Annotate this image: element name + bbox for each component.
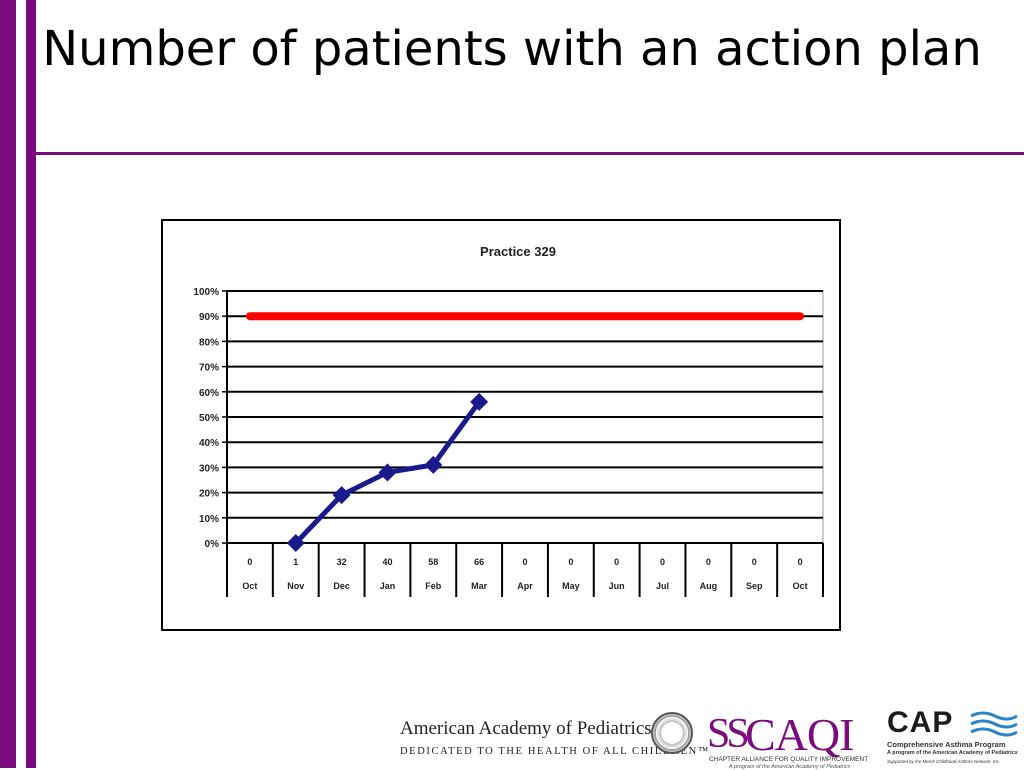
category-count: 32 xyxy=(337,557,347,567)
caqi-logo: SS CAQI CHAPTER ALLIANCE FOR QUALITY IMP… xyxy=(707,706,887,770)
x-axis-categories: 0 Oct 1 Nov 32 Dec 40 Jan 58 Feb 66 Mar 0 Apr 0 May 0 Jun… xyxy=(226,543,824,597)
y-tick-label: 90% xyxy=(199,312,219,323)
data-point xyxy=(424,455,443,474)
y-tick-label: 0% xyxy=(205,539,220,550)
aap-tagline: DEDICATED TO THE HEALTH OF ALL CHILDREN™ xyxy=(400,746,710,757)
y-tick-label: 10% xyxy=(199,514,219,525)
chart-gridlines xyxy=(226,290,824,544)
y-tick-label: 80% xyxy=(199,337,219,348)
category-label: Oct xyxy=(793,581,808,591)
category-count: 0 xyxy=(614,557,619,567)
category-label: Sep xyxy=(746,581,763,591)
line-chart: Practice 329 0% 10% 20% 30% 40% 50% 60% 70% 80% 9… xyxy=(193,244,824,597)
footer-logos: American Academy of Pediatrics DEDICATED… xyxy=(395,700,1024,770)
title-divider xyxy=(36,152,1024,155)
category-count: 58 xyxy=(428,557,438,567)
category-count: 0 xyxy=(660,557,665,567)
category-label: Jun xyxy=(609,581,625,591)
cap-logo: CAP Comprehensive Asthma Program A progr… xyxy=(887,706,1024,768)
aap-seal-icon xyxy=(651,712,693,754)
category-label: Nov xyxy=(287,581,304,591)
category-count: 66 xyxy=(474,557,484,567)
y-tick-label: 60% xyxy=(199,388,219,399)
slide-title: Number of patients with an action plan xyxy=(42,21,982,77)
category-label: Mar xyxy=(471,581,488,591)
y-axis-ticks: 0% 10% 20% 30% 40% 50% 60% 70% 80% 90% 100% xyxy=(193,287,227,550)
category-label: Apr xyxy=(517,581,533,591)
category-label: Dec xyxy=(333,581,350,591)
category-count: 0 xyxy=(752,557,757,567)
caqi-name: CAQI xyxy=(745,709,854,760)
y-tick-label: 50% xyxy=(199,413,219,424)
category-label: May xyxy=(562,581,580,591)
aap-name: American Academy of Pediatrics xyxy=(400,718,652,739)
data-point xyxy=(378,463,397,482)
data-point xyxy=(286,534,305,552)
chart-series xyxy=(245,312,805,552)
chart-frame: Practice 329 0% 10% 20% 30% 40% 50% 60% 70% 80% 9… xyxy=(161,219,841,631)
left-accent-bar xyxy=(0,0,16,768)
caqi-subtitle: A program of the American Academy of Ped… xyxy=(729,764,851,770)
chart-title: Practice 329 xyxy=(480,244,556,259)
category-label: Jan xyxy=(380,581,396,591)
caqi-full-name: CHAPTER ALLIANCE FOR QUALITY IMPROVEMENT xyxy=(709,756,869,763)
category-count: 40 xyxy=(382,557,392,567)
caqi-mark: SS xyxy=(707,711,750,757)
data-point xyxy=(332,486,351,505)
category-count: 0 xyxy=(568,557,573,567)
category-count: 0 xyxy=(247,557,252,567)
cap-name: CAP xyxy=(887,706,954,739)
y-tick-label: 70% xyxy=(199,363,219,374)
left-accent-bar-inner xyxy=(26,0,36,768)
category-label: Feb xyxy=(425,581,442,591)
y-tick-label: 100% xyxy=(193,287,219,298)
category-label: Jul xyxy=(656,581,669,591)
category-count: 0 xyxy=(522,557,527,567)
cap-support: Supported by the Merck Childhood Asthma … xyxy=(887,759,1001,764)
category-label: Aug xyxy=(700,581,718,591)
category-count: 1 xyxy=(293,557,298,567)
y-tick-label: 20% xyxy=(199,489,219,500)
cap-subtitle: A program of the American Academy of Ped… xyxy=(887,750,1018,756)
cap-waves-icon xyxy=(970,711,1018,737)
category-count: 0 xyxy=(706,557,711,567)
y-tick-label: 30% xyxy=(199,463,219,474)
category-count: 0 xyxy=(798,557,803,567)
cap-full-name: Comprehensive Asthma Program xyxy=(887,740,1006,749)
category-label: Oct xyxy=(242,581,257,591)
y-tick-label: 40% xyxy=(199,438,219,449)
data-point xyxy=(470,392,489,411)
